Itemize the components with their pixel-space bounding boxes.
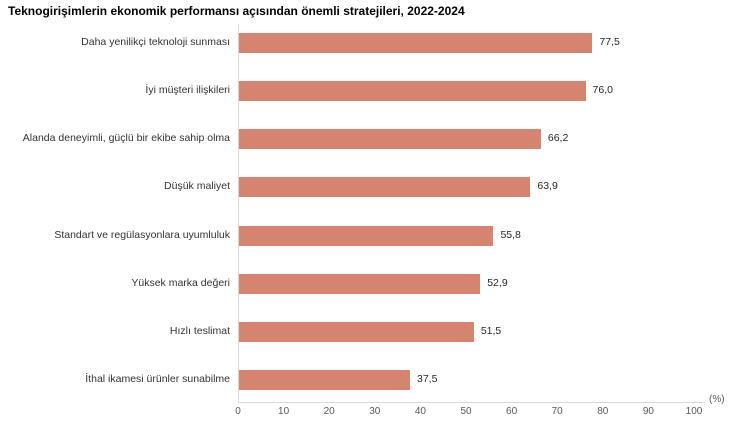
bar: [239, 81, 586, 102]
bar: [239, 273, 481, 294]
x-tick-label: 60: [506, 406, 518, 417]
category-label: İthal ikamesi ürünler sunabilme: [85, 372, 230, 385]
x-tick-label: 50: [460, 406, 472, 417]
x-tick-label: 40: [414, 406, 426, 417]
chart-title: Teknogirişimlerin ekonomik performansı a…: [8, 4, 465, 18]
category-label: Standart ve regülasyonlara uyumluluk: [54, 228, 230, 241]
category-label: Düşük maliyet: [164, 180, 230, 193]
bar: [239, 321, 474, 342]
x-tick-label: 20: [323, 406, 335, 417]
x-tick-label: 70: [551, 406, 563, 417]
bar-value-label: 66,2: [547, 132, 569, 145]
x-tick-label: 90: [642, 406, 654, 417]
bar-value-label: 77,5: [599, 36, 620, 48]
category-label: Daha yenilikçi teknoloji sunması: [81, 36, 230, 48]
x-tick-label: 80: [597, 406, 609, 417]
category-label: Yüksek marka değeri: [131, 276, 230, 289]
y-axis-line: [238, 24, 239, 402]
x-tick-label: 100: [685, 406, 703, 417]
bar-value-label: 76,0: [592, 84, 613, 97]
x-axis-line: [238, 402, 705, 403]
x-tick-label: 10: [278, 406, 290, 417]
bar-value-label: 37,5: [417, 372, 438, 385]
bar: [239, 177, 531, 198]
bar-value-label: 55,8: [500, 228, 521, 241]
bar: [239, 129, 541, 150]
bar-value-label: 52,9: [487, 276, 508, 289]
bar: [239, 225, 494, 246]
category-label: Hızlı teslimat: [169, 324, 230, 337]
x-axis-unit-label: (%): [709, 394, 725, 405]
bar: [239, 33, 593, 53]
bar: [239, 369, 410, 390]
category-label: Alanda deneyimli, güçlü bir ekibe sahip …: [22, 132, 230, 145]
x-tick-label: 30: [369, 406, 381, 417]
category-label: İyi müşteri ilişkileri: [145, 84, 230, 97]
bar-value-label: 51,5: [480, 324, 502, 337]
x-tick-label: 0: [235, 406, 241, 417]
bar-value-label: 63,9: [537, 180, 558, 193]
